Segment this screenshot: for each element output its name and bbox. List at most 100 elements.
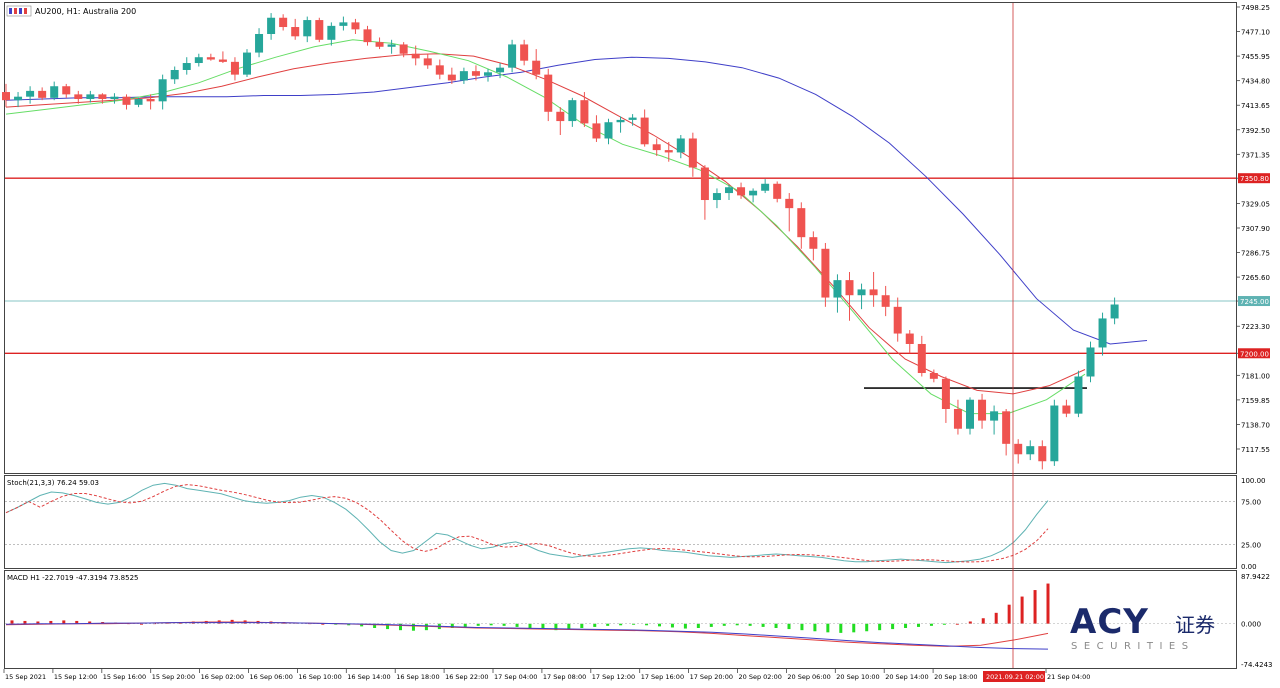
macd-histogram-bar [670, 623, 674, 628]
time-label: 16 Sep 14:00 [347, 673, 390, 681]
candle-body [435, 65, 444, 75]
candle-body [339, 22, 348, 26]
price-tag [1238, 173, 1270, 184]
candle-body [966, 399, 974, 429]
candle-body [170, 69, 179, 80]
candle-body [411, 53, 420, 59]
time-label: 17 Sep 20:00 [690, 673, 733, 681]
candle-body [508, 44, 517, 68]
time-cursor-tag [983, 671, 1045, 682]
price-tag [1238, 296, 1270, 307]
macd-histogram-bar [942, 623, 946, 625]
candle-body [255, 33, 264, 53]
time-label: 15 Sep 20:00 [152, 673, 195, 681]
candle-body [363, 29, 372, 43]
macd-histogram-bar [632, 623, 636, 625]
candle-body [182, 63, 191, 70]
candle-body [146, 99, 155, 102]
macd-histogram-bar [774, 623, 778, 628]
candle-body [761, 183, 770, 191]
candle-body [797, 208, 806, 238]
macd-histogram-bar [593, 623, 597, 627]
macd-axis-label: 0.000 [1241, 621, 1261, 629]
candle-body [399, 44, 408, 54]
macd-histogram-bar [800, 623, 804, 631]
macd-histogram-bar [645, 623, 649, 626]
macd-histogram-bar [904, 623, 908, 628]
time-label: 15 Sep 12:00 [54, 673, 97, 681]
candle-body [869, 289, 878, 296]
macd-histogram-bar [619, 623, 623, 626]
candle-body [676, 138, 685, 153]
macd-histogram-bar [567, 623, 571, 630]
macd-histogram-bar [606, 623, 610, 626]
price-tag [1238, 348, 1270, 359]
price-label: 7455.95 [1241, 53, 1270, 61]
chart-type-icon-bar [19, 8, 22, 14]
price-label: 7392.50 [1241, 127, 1270, 135]
chart-type-icon-bar [9, 8, 12, 14]
candle-body [725, 187, 733, 194]
macd-histogram-bar [424, 623, 428, 631]
candle-body [917, 343, 926, 374]
candle-body [1074, 376, 1083, 414]
price-label: 7265.60 [1241, 274, 1270, 282]
macd-histogram-bar [23, 620, 27, 624]
candle-body [881, 295, 890, 307]
price-label: 7329.05 [1241, 200, 1270, 208]
candle-body [62, 86, 71, 95]
candle-body [737, 187, 746, 196]
macd-histogram-bar [554, 623, 558, 631]
axis-layer: 7498.25 7477.10 7455.95 7434.80 7413.65 7392.… [3, 3, 1272, 682]
macd-histogram-bar [49, 620, 53, 624]
candle-body [845, 280, 854, 296]
macd-histogram-bar [696, 623, 700, 628]
chart-title: AU200, H1: Australia 200 [35, 7, 136, 16]
time-label: 17 Sep 12:00 [592, 673, 635, 681]
candle-body [387, 44, 396, 47]
macd-histogram-bar [826, 623, 830, 633]
price-label: 7223.30 [1241, 323, 1270, 331]
macd-histogram-bar [399, 623, 402, 631]
macd-histogram-bar [735, 623, 739, 626]
price-layer [2, 13, 1236, 470]
time-label: 17 Sep 08:00 [543, 673, 586, 681]
candle-body [496, 67, 505, 73]
candle-body [652, 144, 661, 151]
candle-body [1086, 347, 1095, 377]
price-label: 7159.85 [1241, 397, 1270, 405]
stoch-layer [5, 482, 1236, 564]
macd-panel [4, 570, 1237, 669]
logo-brand: ACY [1070, 602, 1149, 642]
price-panel [4, 2, 1237, 474]
candle-body [86, 94, 95, 100]
candle-body [50, 86, 59, 98]
price-label: 7117.55 [1241, 446, 1270, 454]
price-label: 7181.00 [1241, 372, 1270, 380]
time-label: 20 Sep 14:00 [885, 673, 928, 681]
macd-histogram-bar [1046, 583, 1050, 624]
candle-body [1014, 443, 1023, 455]
macd-histogram-bar [528, 623, 532, 628]
candle-body [628, 117, 637, 120]
macd-axis-label: -74.4243 [1241, 661, 1272, 669]
price-label: 7434.80 [1241, 78, 1270, 86]
stoch-axis-label: 100.00 [1241, 477, 1266, 485]
candle-body [351, 22, 360, 30]
candle-body [556, 111, 565, 122]
candle-body [134, 99, 143, 105]
macd-histogram-bar [683, 623, 687, 629]
price-label: 7307.90 [1241, 225, 1270, 233]
macd-histogram-bar [373, 623, 377, 628]
candle-body [1002, 411, 1011, 444]
candle-body [833, 280, 842, 298]
macd-histogram-bar [994, 612, 998, 624]
candle-body [230, 61, 239, 75]
time-label: 16 Sep 06:00 [250, 673, 293, 681]
time-label: 20 Sep 18:00 [934, 673, 977, 681]
candle-body [604, 122, 613, 139]
macd-histogram-bar [813, 623, 817, 632]
macd-histogram-bar [839, 623, 843, 633]
time-cursor-label: 2021.09.21 02:00 [986, 673, 1044, 681]
